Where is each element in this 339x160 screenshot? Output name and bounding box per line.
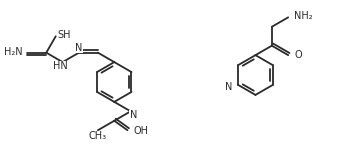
Text: H₂N: H₂N [4, 47, 22, 57]
Text: N: N [225, 82, 232, 92]
Text: HN: HN [53, 61, 68, 71]
Text: NH₂: NH₂ [294, 11, 313, 21]
Text: N: N [75, 43, 83, 53]
Text: O: O [294, 50, 302, 60]
Text: SH: SH [58, 30, 71, 40]
Text: CH₃: CH₃ [89, 131, 107, 141]
Text: OH: OH [134, 126, 148, 136]
Text: N: N [130, 110, 137, 120]
